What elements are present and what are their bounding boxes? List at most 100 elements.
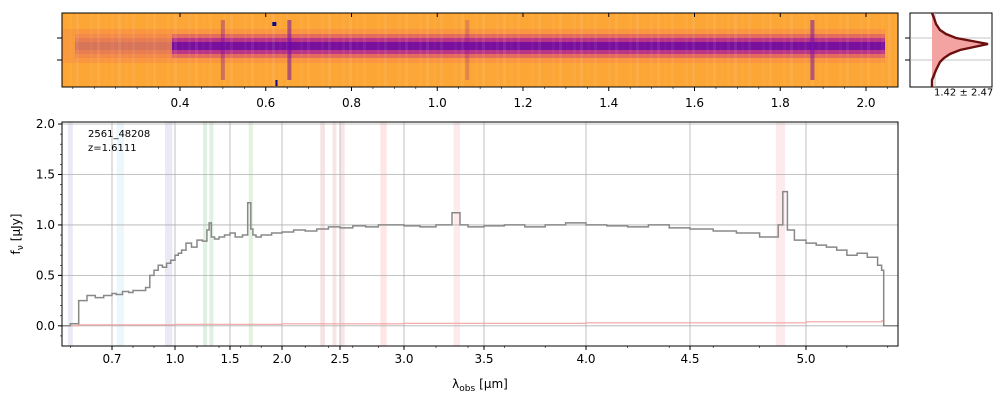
y-axis-title-unit: [μJy] bbox=[9, 214, 23, 242]
trace-band-7 bbox=[75, 58, 885, 63]
noise-column bbox=[328, 13, 331, 87]
y-tick-label-4: 2.0 bbox=[36, 117, 55, 131]
noise-column bbox=[587, 13, 590, 87]
noise-column bbox=[608, 13, 611, 87]
noise-column bbox=[111, 13, 114, 87]
noise-column bbox=[657, 13, 660, 87]
noise-column bbox=[391, 13, 394, 87]
noise-column bbox=[363, 13, 366, 87]
emission-line-band-11 bbox=[775, 122, 786, 346]
x-tick-label-6: 3.5 bbox=[474, 352, 493, 366]
noise-column bbox=[685, 13, 688, 87]
noise-column bbox=[104, 13, 107, 87]
x-tick-label-2: 1.5 bbox=[220, 352, 239, 366]
noise-column bbox=[202, 13, 205, 87]
noise-column bbox=[272, 13, 275, 87]
y-tick-label-2: 1.0 bbox=[36, 218, 55, 232]
noise-column bbox=[132, 13, 135, 87]
spec2d-x-tick-label-8: 2.0 bbox=[856, 96, 875, 110]
object-id-label: 2561_48208 bbox=[88, 129, 150, 140]
noise-column bbox=[783, 13, 786, 87]
noise-column bbox=[419, 13, 422, 87]
x-tick-label-0: 0.7 bbox=[102, 352, 121, 366]
noise-column bbox=[538, 13, 541, 87]
noise-column bbox=[125, 13, 128, 87]
noise-column bbox=[342, 13, 345, 87]
emission-line-band-9 bbox=[380, 122, 387, 346]
emission-line-band-8 bbox=[340, 122, 345, 346]
noise-column bbox=[349, 13, 352, 87]
noise-column bbox=[580, 13, 583, 87]
noise-column bbox=[251, 13, 254, 87]
emission-line-band-1 bbox=[116, 122, 125, 346]
spectrum-2d-panel: 0.4 0.6 0.8 1.0 1.2 1.4 1.6 1.8 2.0 bbox=[57, 12, 899, 110]
noise-column bbox=[650, 13, 653, 87]
spectral-feature-1 bbox=[287, 20, 292, 80]
noise-column bbox=[475, 13, 478, 87]
spec2d-x-tick-label-3: 1.0 bbox=[428, 96, 447, 110]
noise-column bbox=[636, 13, 639, 87]
y-tick-label-1: 0.5 bbox=[36, 268, 55, 282]
noise-column bbox=[412, 13, 415, 87]
noise-column bbox=[314, 13, 317, 87]
trace-band-4 bbox=[75, 42, 885, 50]
x-axis-title-main: λ bbox=[452, 377, 459, 391]
spec2d-x-tick-label-2: 0.8 bbox=[342, 96, 361, 110]
hot-pixel bbox=[275, 80, 278, 86]
trace-band-6 bbox=[75, 54, 885, 58]
noise-column bbox=[307, 13, 310, 87]
emission-line-band-6 bbox=[320, 122, 325, 346]
noise-column bbox=[748, 13, 751, 87]
noise-column bbox=[300, 13, 303, 87]
noise-column bbox=[734, 13, 737, 87]
noise-column bbox=[699, 13, 702, 87]
spectrum-2d-texture bbox=[62, 13, 891, 87]
noise-column bbox=[90, 13, 93, 87]
profile-panel: 1.42 ± 2.47 bbox=[905, 12, 993, 98]
noise-column bbox=[258, 13, 261, 87]
x-axis-title-unit: [μm] bbox=[479, 377, 508, 391]
noise-column bbox=[615, 13, 618, 87]
noise-column bbox=[692, 13, 695, 87]
noise-column bbox=[713, 13, 716, 87]
noise-column bbox=[881, 13, 884, 87]
spec2d-x-tick-label-6: 1.6 bbox=[685, 96, 704, 110]
hot-pixel bbox=[272, 22, 277, 26]
spectral-feature-0 bbox=[220, 20, 225, 80]
noise-column bbox=[146, 13, 149, 87]
noise-column bbox=[531, 13, 534, 87]
noise-column bbox=[622, 13, 625, 87]
spec2d-x-tick-label-7: 1.8 bbox=[771, 96, 790, 110]
spec2d-x-tick-label-5: 1.4 bbox=[599, 96, 618, 110]
trace-band-5 bbox=[75, 50, 885, 54]
noise-column bbox=[671, 13, 674, 87]
emission-line-band-0 bbox=[67, 122, 73, 346]
spectrum-1d-panel: 0.0 0.5 1.0 1.5 2.0 0.7 1.0 1.5 2.0 2.5 3.0 3.5 4.0… bbox=[9, 117, 899, 394]
noise-column bbox=[181, 13, 184, 87]
trace-band-2 bbox=[75, 34, 885, 38]
noise-column bbox=[769, 13, 772, 87]
spec2d-x-tick-label-4: 1.2 bbox=[513, 96, 532, 110]
noise-column bbox=[174, 13, 177, 87]
noise-column bbox=[83, 13, 86, 87]
noise-column bbox=[566, 13, 569, 87]
noise-column bbox=[804, 13, 807, 87]
spec2d-x-tick-label-1: 0.6 bbox=[256, 96, 275, 110]
spectrum-2d-x-axis: 0.4 0.6 0.8 1.0 1.2 1.4 1.6 1.8 2.0 bbox=[57, 13, 888, 110]
noise-column bbox=[356, 13, 359, 87]
noise-column bbox=[741, 13, 744, 87]
noise-column bbox=[853, 13, 856, 87]
noise-column bbox=[727, 13, 730, 87]
trace-band-3 bbox=[75, 38, 885, 42]
noise-column bbox=[594, 13, 597, 87]
noise-column bbox=[279, 13, 282, 87]
noise-column bbox=[545, 13, 548, 87]
noise-column bbox=[706, 13, 709, 87]
redshift-label: z=1.6111 bbox=[88, 143, 137, 154]
noise-column bbox=[496, 13, 499, 87]
trace-band-1 bbox=[75, 29, 885, 34]
noise-column bbox=[160, 13, 163, 87]
y-axis-title-main: f bbox=[9, 249, 23, 254]
y-tick-label-0: 0.0 bbox=[36, 319, 55, 333]
noise-column bbox=[867, 13, 870, 87]
